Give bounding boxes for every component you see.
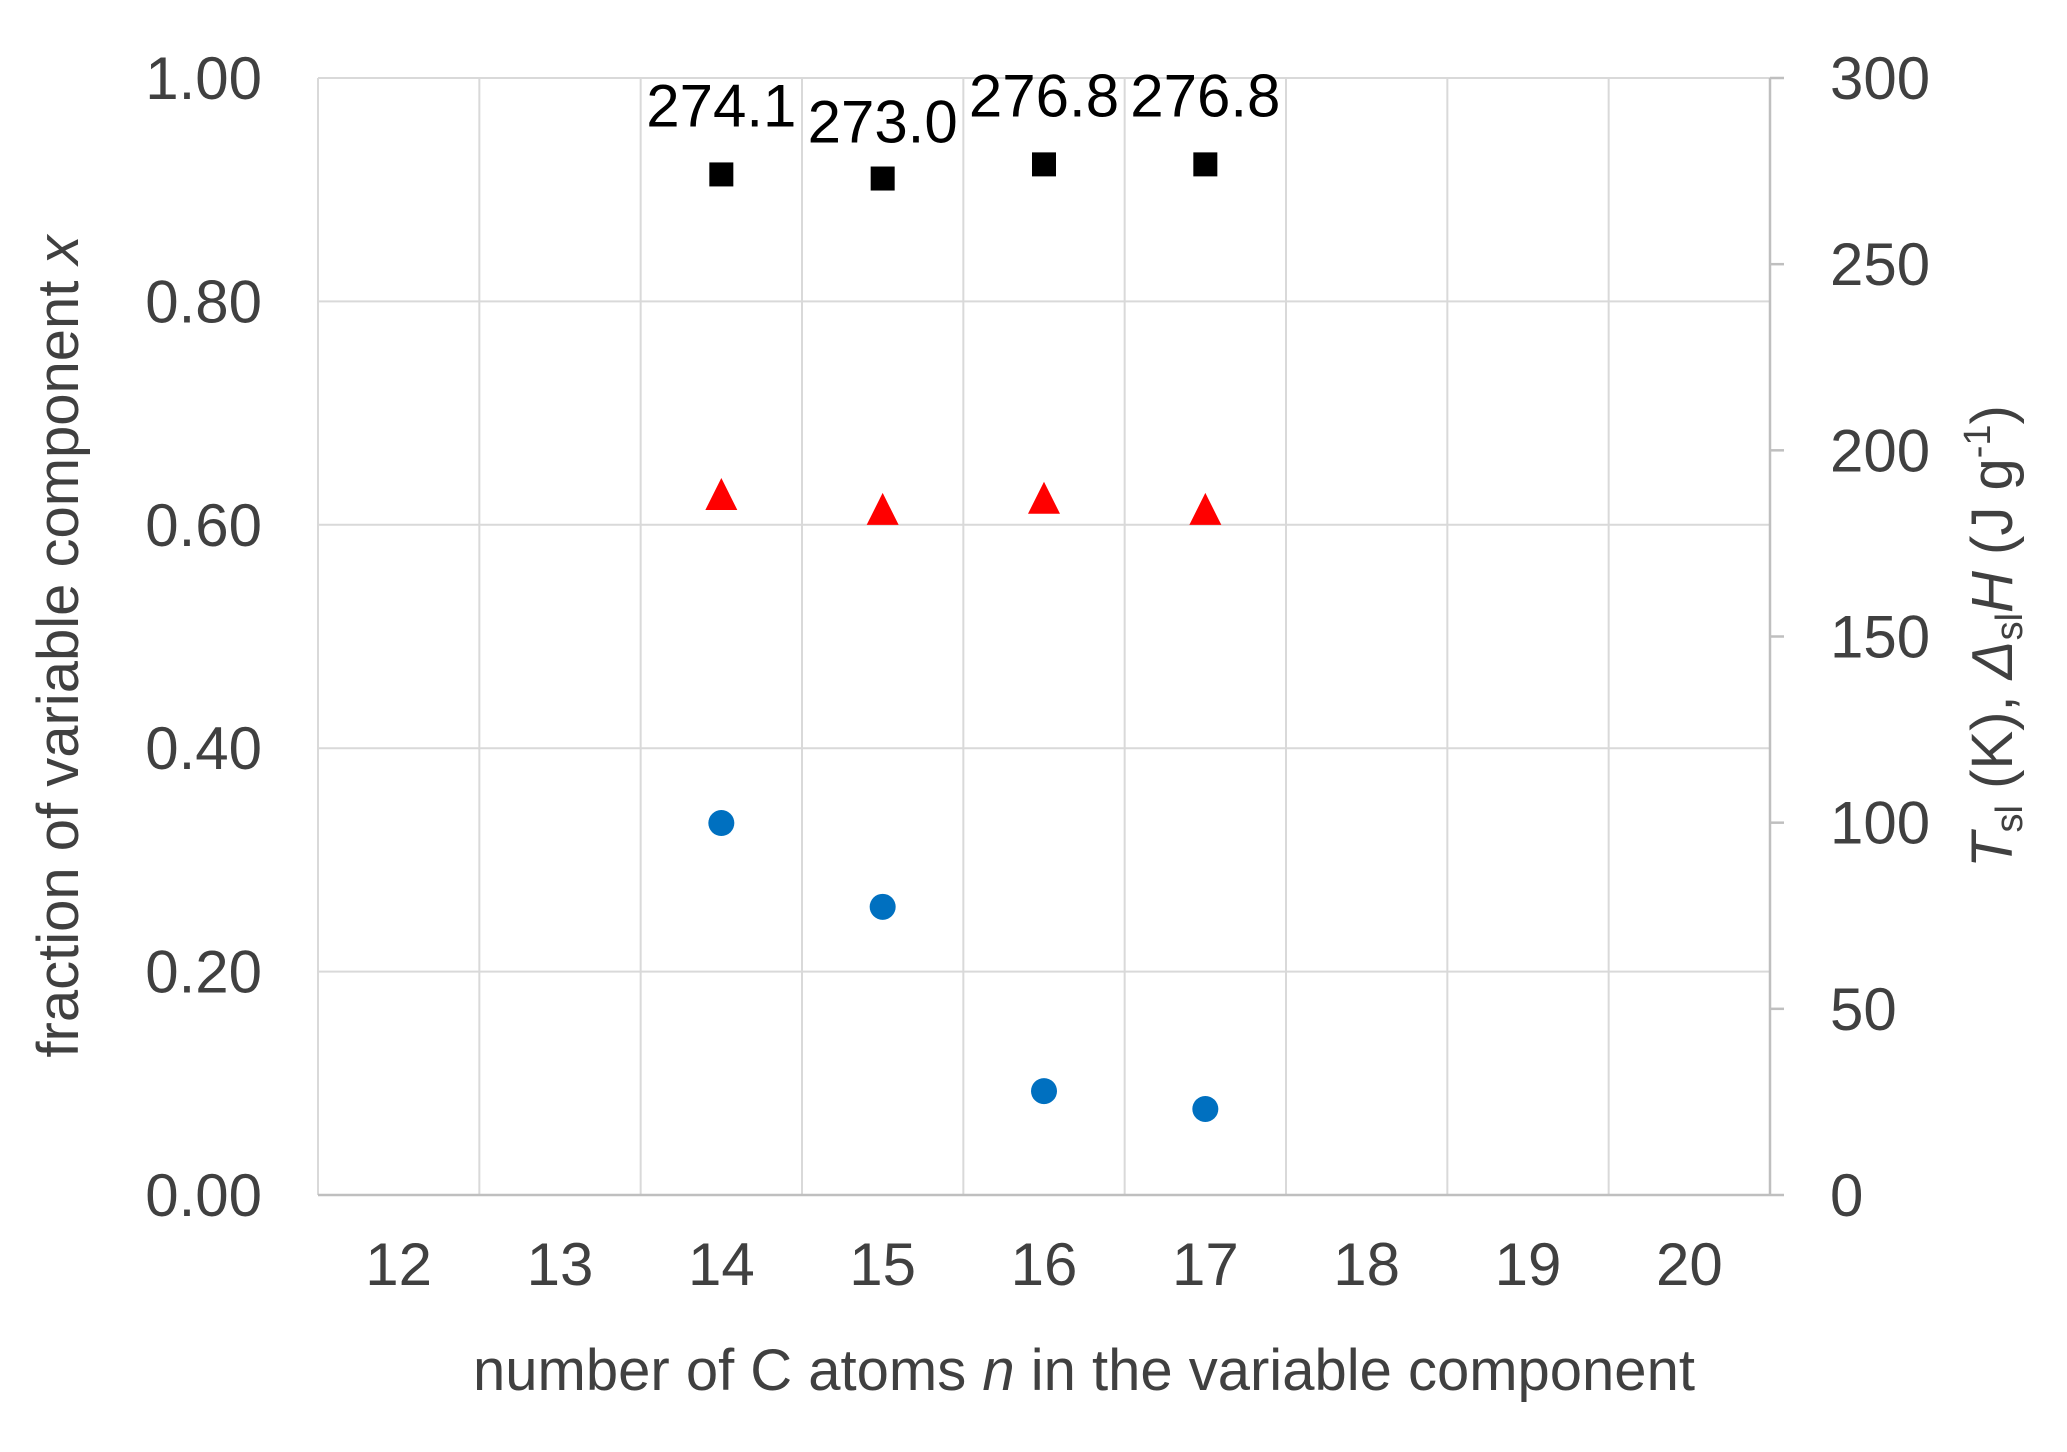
left-y-tick-label: 0.00 bbox=[145, 1162, 262, 1229]
triangle-marker bbox=[705, 478, 738, 511]
right-y-axis-title-part: sl bbox=[1989, 805, 2031, 832]
x-tick-label: 20 bbox=[1656, 1231, 1723, 1298]
right-y-axis-title-part: sl bbox=[1989, 613, 2031, 640]
right-y-tick-label: 250 bbox=[1830, 231, 1930, 298]
circle-marker bbox=[708, 810, 735, 837]
x-tick-label: 12 bbox=[365, 1231, 432, 1298]
data-label: 273.0 bbox=[808, 89, 958, 156]
left-y-axis-title-part: fraction of variable component bbox=[26, 264, 91, 1057]
right-y-axis-title-part: ) bbox=[1960, 405, 2025, 424]
right-y-axis-title-part: (J g bbox=[1960, 458, 2025, 571]
triangle-marker bbox=[866, 492, 899, 525]
left-y-axis-title-part: x bbox=[26, 233, 91, 267]
left-y-tick-label: 0.20 bbox=[145, 939, 262, 1006]
axes bbox=[318, 76, 1784, 1197]
right-y-axis-title-part: H bbox=[1960, 571, 2025, 613]
axis-titles: number of C atoms n in the variable comp… bbox=[26, 233, 2031, 1403]
data-label: 274.1 bbox=[646, 72, 796, 139]
triangle-marker bbox=[1189, 492, 1222, 525]
x-axis-title-part: number of C atoms bbox=[473, 1338, 982, 1403]
right-y-tick-label: 300 bbox=[1830, 45, 1930, 112]
left-y-tick-label: 0.60 bbox=[145, 492, 262, 559]
x-axis-title-part: n bbox=[982, 1338, 1014, 1403]
data-label: 276.8 bbox=[969, 62, 1119, 129]
left-y-tick-label: 0.80 bbox=[145, 268, 262, 335]
x-tick-label: 13 bbox=[527, 1231, 594, 1298]
right-y-tick-label: 0 bbox=[1830, 1162, 1863, 1229]
square-marker bbox=[870, 166, 895, 191]
circle-marker bbox=[1031, 1078, 1057, 1105]
square-marker bbox=[1032, 152, 1056, 177]
right-y-axis-title-part: Δ bbox=[1960, 640, 2025, 681]
circle-marker bbox=[869, 893, 896, 920]
square-marker bbox=[1193, 152, 1218, 177]
triangle-marker bbox=[1028, 481, 1060, 514]
x-axis-title: number of C atoms n in the variable comp… bbox=[473, 1338, 1695, 1403]
right-y-axis-title-part: -1 bbox=[1957, 424, 1999, 458]
right-y-tick-label: 100 bbox=[1830, 790, 1930, 857]
right-y-tick-label: 200 bbox=[1830, 417, 1930, 484]
right-y-tick-label: 150 bbox=[1830, 604, 1930, 671]
x-axis-title-part: in the variable component bbox=[1015, 1338, 1695, 1403]
data-label: 276.8 bbox=[1130, 62, 1280, 129]
x-tick-label: 18 bbox=[1333, 1231, 1400, 1298]
x-tick-label: 16 bbox=[1011, 1231, 1078, 1298]
right-y-tick-label: 50 bbox=[1830, 976, 1897, 1043]
x-tick-label: 19 bbox=[1495, 1231, 1562, 1298]
left-y-tick-label: 0.40 bbox=[145, 715, 262, 782]
left-y-axis-title: fraction of variable component x bbox=[26, 233, 91, 1057]
square-marker bbox=[709, 162, 734, 187]
x-tick-label: 17 bbox=[1172, 1231, 1239, 1298]
tick-labels: 12 13 14 15 16 17 18 19 20 0.00 0.20 0.40 0.60 0.80 1.… bbox=[145, 45, 1930, 1298]
right-y-axis-title-part: (K), bbox=[1960, 679, 2025, 805]
right-y-axis-title: Tsl (K), ΔslH (J g-1) bbox=[1957, 405, 2031, 868]
data-points bbox=[705, 152, 1222, 1122]
right-y-axis-title-part: T bbox=[1960, 829, 2025, 868]
circle-marker bbox=[1192, 1095, 1219, 1122]
x-tick-label: 14 bbox=[688, 1231, 755, 1298]
x-tick-label: 15 bbox=[849, 1231, 916, 1298]
data-labels: 274.1 273.0 276.8 276.8 bbox=[646, 62, 1280, 155]
left-y-tick-label: 1.00 bbox=[145, 45, 262, 112]
